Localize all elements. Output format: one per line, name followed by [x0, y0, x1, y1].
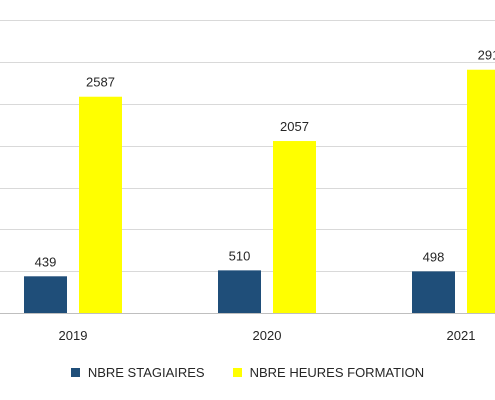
data-label-heures-2021: 291 — [478, 48, 495, 63]
legend-swatch-stagiaires — [70, 367, 80, 377]
data-label-stagiaires-2019: 439 — [35, 254, 57, 269]
legend: NBRE STAGIAIRES NBRE HEURES FORMATION — [0, 362, 495, 382]
gridlines — [0, 20, 495, 314]
x-tick-label-2020: 2020 — [253, 328, 282, 343]
x-tick-label-2021: 2021 — [447, 328, 476, 343]
data-labels: 439 2587 510 2057 498 291 — [35, 48, 495, 270]
bar-stagiaires-2020 — [218, 270, 261, 313]
data-label-heures-2019: 2587 — [86, 75, 115, 90]
x-tick-label-2019: 2019 — [59, 328, 88, 343]
bar-stagiaires-2019 — [24, 276, 67, 313]
bar-heures-2021 — [467, 69, 495, 313]
data-label-stagiaires-2020: 510 — [229, 248, 251, 263]
x-tick-labels: 2019 2020 2021 — [59, 328, 476, 343]
legend-item-heures: NBRE HEURES FORMATION — [232, 364, 425, 380]
legend-label-stagiaires: NBRE STAGIAIRES — [87, 364, 205, 380]
bars — [24, 69, 495, 313]
data-label-stagiaires-2021: 498 — [423, 249, 445, 264]
bar-heures-2019 — [79, 96, 122, 313]
bar-heures-2020 — [273, 141, 316, 313]
bar-stagiaires-2021 — [412, 271, 455, 313]
legend-swatch-heures — [232, 367, 242, 377]
data-label-heures-2020: 2057 — [280, 119, 309, 134]
legend-label-heures: NBRE HEURES FORMATION — [249, 364, 425, 380]
legend-item-stagiaires: NBRE STAGIAIRES — [70, 364, 205, 380]
